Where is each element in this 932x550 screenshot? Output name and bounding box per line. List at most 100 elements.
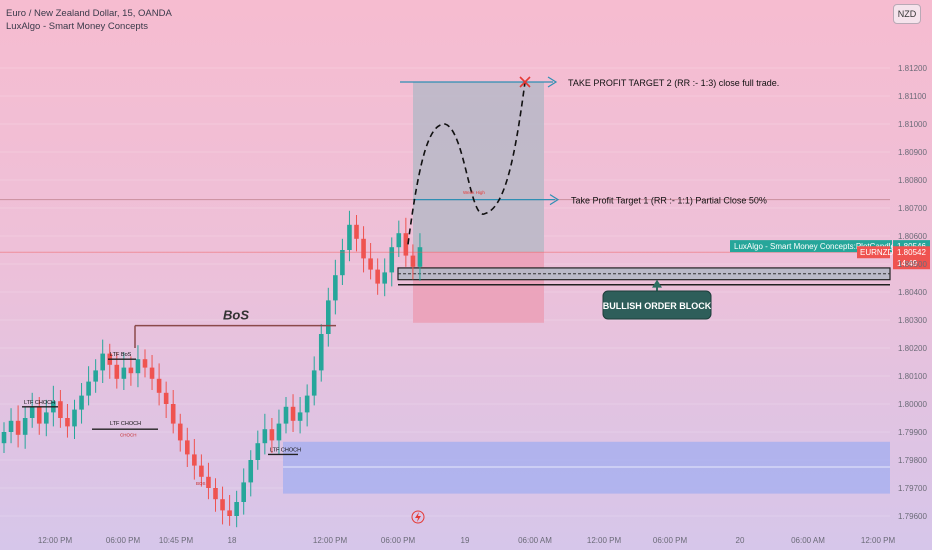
y-tick-label: 1.79900 — [898, 428, 927, 437]
candle-body — [269, 429, 275, 441]
price-tag — [893, 246, 930, 270]
candle-body — [29, 406, 35, 418]
candle-body — [100, 353, 105, 371]
x-tick-label: 06:00 PM — [106, 536, 141, 545]
x-tick-label: 12:00 PM — [587, 536, 622, 545]
candle-body — [297, 412, 303, 421]
bos-small-label: BOS — [196, 481, 206, 486]
tp1-arrow-head — [549, 194, 560, 206]
y-tick-label: 1.80300 — [898, 316, 927, 325]
candle-body — [361, 238, 366, 259]
projected-path — [407, 81, 526, 245]
candle-body — [290, 406, 296, 421]
y-tick-label: 1.79600 — [898, 512, 927, 521]
candle-body — [283, 406, 289, 424]
indicator-title: LuxAlgo - Smart Money Concepts — [6, 21, 149, 32]
x-tick-label: 12:00 PM — [313, 536, 348, 545]
candle-body — [396, 233, 402, 248]
candle-body — [163, 392, 169, 404]
take-profit-box — [413, 82, 544, 253]
bos-label: BoS — [223, 308, 249, 323]
candle-body — [382, 272, 387, 284]
candle-body — [79, 395, 84, 410]
price-tag-countdown: 14:49 — [897, 259, 918, 268]
symbol-tag — [857, 246, 890, 259]
candle-body — [185, 440, 190, 455]
order-block-label: BULLISH ORDER BLOCK — [603, 301, 712, 311]
candle-body — [149, 367, 155, 379]
y-tick-label: 1.81100 — [898, 92, 927, 101]
candle-body — [128, 367, 134, 374]
candle-body — [199, 465, 204, 477]
symbol-title: Euro / New Zealand Dollar, 15, OANDA — [6, 8, 172, 19]
candle-body — [58, 401, 63, 418]
candle-body — [368, 258, 373, 270]
y-tick-label: 1.80000 — [898, 400, 927, 409]
candle-body — [156, 378, 162, 393]
candle-body — [86, 381, 91, 396]
symbol-tag-label: EURNZD — [860, 248, 894, 257]
zones — [283, 82, 891, 494]
y-tick-label: 1.80200 — [898, 344, 927, 353]
overlays: TAKE PROFIT TARGET 2 (RR :- 1:3) close f… — [0, 76, 930, 524]
candle-body — [114, 364, 120, 379]
candle-body — [170, 404, 176, 424]
candle-body — [121, 367, 127, 379]
y-axis: 1.81200 1.81100 1.81000 1.80900 1.80800 1.807… — [898, 64, 927, 521]
candle-body — [142, 359, 148, 368]
candle-body — [22, 418, 28, 435]
candle-body — [333, 275, 338, 301]
ltf-choch-label-1: LTF CHOCH — [24, 400, 55, 406]
candle-body — [311, 370, 317, 396]
candle-body — [206, 476, 211, 488]
lightning-bolt — [415, 512, 421, 522]
price-tag-value: 1.80542 — [897, 248, 926, 257]
x-tick-label: 06:00 PM — [381, 536, 416, 545]
ltf-choch-label-3: LTF CHOCH — [270, 447, 301, 453]
candle-body — [389, 247, 395, 273]
y-tick-label: 1.81200 — [898, 64, 927, 73]
x-tick-label: 19 — [461, 536, 470, 545]
y-tick-label: 1.79800 — [898, 456, 927, 465]
candle-body — [326, 300, 331, 334]
candle-body — [72, 409, 77, 427]
x-tick-label: 06:00 AM — [518, 536, 552, 545]
currency-button[interactable]: NZD — [893, 4, 921, 24]
order-block-arrow-head — [652, 279, 662, 288]
lightning-icon — [411, 510, 425, 524]
indicator-name-tag — [730, 240, 892, 253]
x-tick-label: 12:00 PM — [861, 536, 896, 545]
candle-body — [340, 250, 345, 276]
x-tick-label: 18 — [228, 536, 237, 545]
y-tick-label: 1.80400 — [898, 288, 927, 297]
candle-body — [255, 443, 261, 460]
candles — [1, 210, 423, 528]
candle-body — [234, 502, 239, 516]
candle-body — [262, 429, 268, 444]
candle-body — [403, 233, 409, 256]
tp2-label: TAKE PROFIT TARGET 2 (RR :- 1:3) close f… — [568, 78, 779, 88]
candle-body — [417, 247, 423, 267]
candle-body — [44, 412, 49, 424]
candle-body — [1, 432, 7, 444]
candle-body — [276, 423, 282, 441]
target-cross-icon — [519, 76, 531, 88]
candle-body — [375, 269, 380, 284]
candle-body — [220, 499, 225, 511]
y-tick-label: 1.79700 — [898, 484, 927, 493]
candle-body — [135, 359, 141, 374]
candle-body — [65, 418, 70, 427]
candle-body — [36, 406, 42, 424]
candle-body — [304, 395, 310, 413]
order-block-callout — [602, 290, 712, 320]
demand-zone — [283, 441, 890, 494]
y-tick-label: 1.80700 — [898, 204, 927, 213]
candle-body — [192, 454, 197, 466]
candle-body — [318, 334, 324, 371]
x-tick-label: 06:00 AM — [791, 536, 825, 545]
y-tick-label: 1.80100 — [898, 372, 927, 381]
y-tick-label: 1.81000 — [898, 120, 927, 129]
candle-body — [8, 420, 14, 432]
